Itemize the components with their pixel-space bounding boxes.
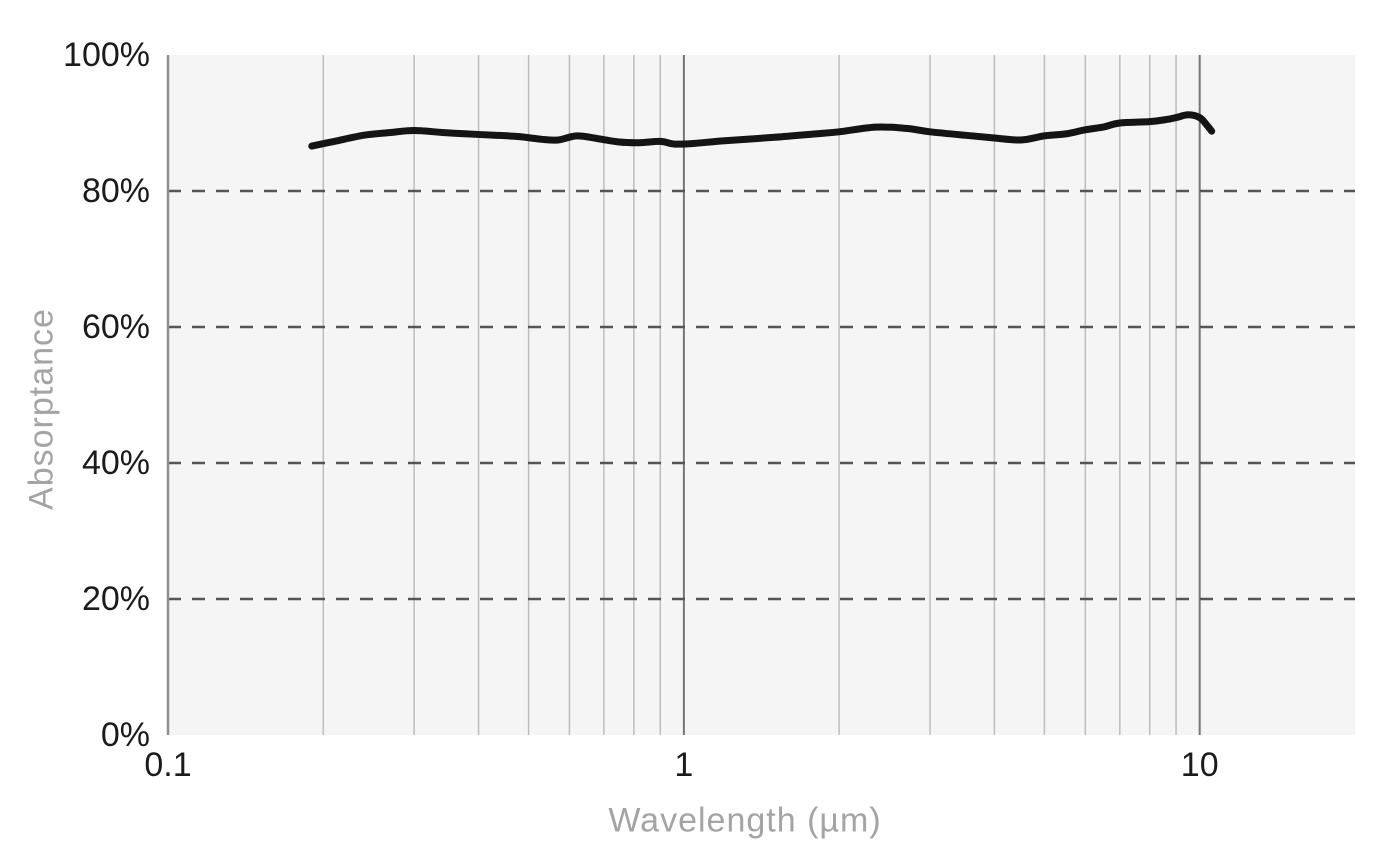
y-tick-label: 40% <box>81 444 150 482</box>
y-tick-label: 60% <box>81 308 150 346</box>
y-axis-title: Absorptance <box>22 308 61 510</box>
x-tick-label: 10 <box>1180 746 1219 784</box>
y-tick-label: 80% <box>81 172 150 210</box>
y-tick-label: 100% <box>63 36 150 74</box>
x-axis-title: Wavelength (µm) <box>608 801 882 840</box>
x-tick-label: 1 <box>674 746 694 784</box>
plot-background <box>168 55 1355 735</box>
y-tick-label: 0% <box>100 716 150 754</box>
absorptance-curve <box>308 111 1216 150</box>
x-tick-label: 0.1 <box>144 746 192 784</box>
y-tick-label: 20% <box>81 580 150 618</box>
